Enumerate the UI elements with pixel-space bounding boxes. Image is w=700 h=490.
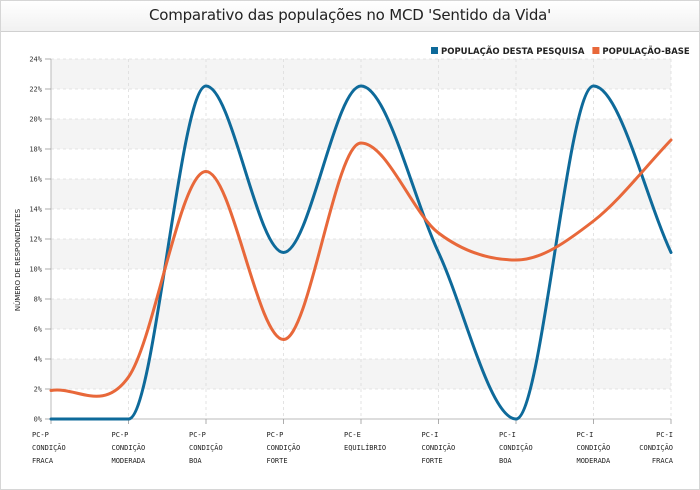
legend-label: POPULAÇÃO-BASE: [602, 46, 689, 57]
x-tick-label: CONDIÇÃO: [189, 443, 223, 452]
legend: POPULAÇÃO DESTA PESQUISA POPULAÇÃO-BASE: [431, 46, 690, 57]
y-tick-label: 22%: [29, 86, 42, 94]
title-bar: Comparativo das populações no MCD 'Senti…: [1, 1, 699, 32]
y-tick-label: 14%: [29, 206, 42, 214]
x-tick-label: MODERADA: [577, 457, 612, 465]
y-tick-label: 6%: [34, 326, 43, 334]
x-tick-label: CONDIÇÃO: [422, 443, 456, 452]
x-tick-label: PC-E: [344, 431, 361, 439]
y-tick-label: 12%: [29, 236, 42, 244]
x-tick-label: PC-P: [189, 431, 206, 439]
x-tick-label: FRACA: [32, 457, 54, 465]
x-tick-label: CONDIÇÃO: [267, 443, 301, 452]
x-tick-label: PC-P: [32, 431, 49, 439]
x-tick-label: FORTE: [422, 457, 443, 465]
y-tick-label: 18%: [29, 146, 42, 154]
y-tick-label: 4%: [34, 356, 43, 364]
legend-swatch: [431, 47, 438, 54]
x-axis-labels: PC-P CONDIÇÃO FRACA PC-P CONDIÇÃO MODERADA PC-…: [32, 419, 674, 465]
line-chart: 0% 2% 4% 6% 8% 10% 12% 14% 16% 18% 20% 22% 24% PC-P C…: [13, 46, 690, 465]
series-line-1: [49, 84, 673, 421]
series-line-2: [49, 138, 673, 398]
x-tick-label: MODERADA: [112, 457, 147, 465]
x-tick-label: PC-P: [267, 431, 284, 439]
y-tick-label: 20%: [29, 116, 42, 124]
x-tick-label: BOA: [499, 457, 512, 465]
x-tick-label: PC-I: [422, 431, 439, 439]
x-tick-label: CONDIÇÃO: [577, 443, 611, 452]
legend-swatch: [592, 47, 600, 54]
series-lines: [49, 84, 673, 421]
x-tick-label: PC-I: [577, 431, 594, 439]
y-tick-label: 10%: [29, 266, 42, 274]
x-tick-label: CONDIÇÃO: [112, 443, 146, 452]
x-tick-label: EQUILÍBRIO: [344, 443, 386, 452]
y-axis-label: NÚMERO DE RESPONDENTES: [13, 208, 22, 311]
x-tick-label: CONDIÇÃO: [32, 443, 66, 452]
x-tick-label: CONDIÇÃO: [639, 443, 673, 452]
chart-title: Comparativo das populações no MCD 'Senti…: [148, 6, 552, 24]
y-tick-label: 24%: [29, 56, 42, 64]
x-tick-label: FORTE: [267, 457, 288, 465]
y-tick-label: 2%: [34, 386, 43, 394]
x-tick-label: PC-P: [112, 431, 129, 439]
y-tick-label: 16%: [29, 176, 42, 184]
x-tick-label: FRACA: [652, 457, 674, 465]
x-tick-label: BOA: [189, 457, 202, 465]
y-axis-ticks: 0% 2% 4% 6% 8% 10% 12% 14% 16% 18% 20% 22% 24%: [29, 56, 51, 424]
x-tick-label: PC-I: [656, 431, 673, 439]
x-tick-label: CONDIÇÃO: [499, 443, 533, 452]
y-tick-label: 0%: [34, 416, 43, 424]
y-tick-label: 8%: [34, 296, 43, 304]
x-tick-label: PC-I: [499, 431, 516, 439]
legend-label: POPULAÇÃO DESTA PESQUISA: [441, 46, 585, 57]
